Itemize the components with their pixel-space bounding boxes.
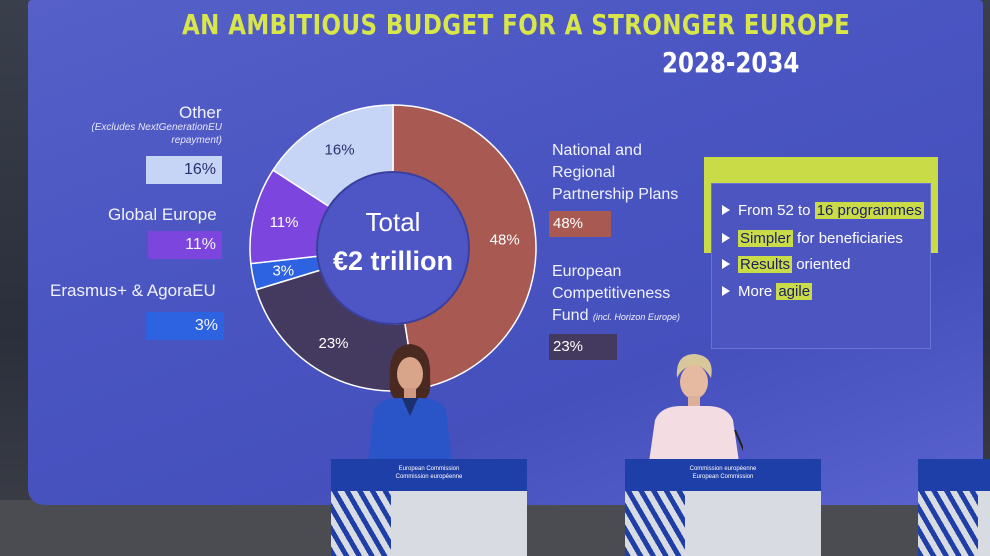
bullet-programmes-text: From 52 to (738, 202, 815, 219)
speaker-right (649, 354, 743, 462)
podium-left-line1: European Commission (398, 466, 460, 472)
budget-donut-chart: 48% 23% 3% 11% 16% Total €2 trillion (249, 104, 537, 392)
legend-erasmus-value: 3% (146, 312, 224, 340)
podium-middle-line2: European Commission (692, 474, 754, 480)
podium-left-stripes (331, 491, 391, 556)
podium-middle-line1: Commission européenne (689, 466, 757, 472)
podium-right (918, 459, 990, 556)
podium-right-sign (918, 459, 990, 491)
slide-years: 2028-2034 (662, 46, 800, 79)
podium-left-sign: European Commission Commission européenn… (331, 459, 527, 491)
legend-ecf-line1: European (552, 263, 622, 280)
legend-other-note: (Excludes NextGenerationEU repayment) (91, 122, 222, 146)
donut-slice-label-0: 48% (490, 231, 520, 248)
donut-slice-label-2: 3% (272, 262, 294, 279)
bullet-programmes: From 52 to 16 programmes (722, 202, 924, 219)
podium-left-line2: Commission européenne (395, 474, 463, 480)
legend-npp-value: 48% (549, 211, 611, 237)
bullet-agile-highlight: agile (776, 283, 813, 300)
legend-global-europe-value: 11% (148, 231, 222, 259)
triangle-bullet-icon (722, 286, 730, 296)
donut-slice-label-3: 11% (270, 214, 299, 231)
legend-other-value: 16% (146, 156, 222, 184)
bullet-agile-text: More (738, 283, 777, 300)
bullet-simpler-text: for beneficiaries (792, 230, 903, 247)
bullet-simpler: Simpler for beneficiaries (722, 230, 903, 247)
podium-middle-sign: Commission européenne European Commissio… (625, 459, 821, 491)
legend-ecf-value: 23% (549, 334, 617, 360)
triangle-bullet-icon (722, 205, 730, 215)
triangle-bullet-icon (722, 259, 730, 269)
bullet-simpler-highlight: Simpler (738, 230, 793, 247)
legend-other-label: Other (179, 103, 222, 122)
podium-right-stripes (918, 491, 978, 556)
slide-title: AN AMBITIOUS BUDGET FOR A STRONGER EUROP… (182, 8, 851, 41)
legend-ecf-note: (incl. Horizon Europe) (592, 312, 680, 322)
bullet-programmes-highlight: 16 programmes (814, 202, 924, 219)
donut-total-label: Total (366, 207, 421, 237)
donut-center (316, 171, 470, 325)
podium-middle-stripes (625, 491, 685, 556)
donut-slice-label-1: 23% (319, 335, 349, 352)
bullet-agile: More agile (722, 283, 813, 300)
bullet-results-highlight: Results (738, 256, 793, 273)
podium-middle: Commission européenne European Commissio… (625, 459, 821, 556)
triangle-bullet-icon (722, 233, 730, 243)
legend-erasmus-label: Erasmus+ & AgoraEU (50, 281, 216, 300)
legend-global-europe-label: Global Europe (108, 205, 217, 224)
donut-slice-label-4: 16% (325, 142, 355, 159)
donut-total-value: €2 trillion (333, 246, 453, 276)
legend-npp-label: National and Regional Partnership Plans (552, 140, 678, 206)
podium-left: European Commission Commission européenn… (331, 459, 527, 556)
bullet-results-text: oriented (792, 256, 851, 273)
speaker-left (368, 344, 452, 463)
legend-ecf-label: European Competitiveness Fund (incl. Hor… (552, 261, 680, 328)
legend-ecf-line2: Competitiveness (552, 285, 671, 302)
legend-ecf-line3: Fund (552, 307, 589, 324)
legend-npp-line2: Regional (552, 164, 616, 181)
legend-npp-line3: Partnership Plans (552, 186, 679, 203)
bullet-results: Results oriented (722, 256, 850, 273)
legend-npp-line1: National and (552, 142, 642, 159)
highlights-panel: From 52 to 16 programmes Simpler for ben… (712, 184, 930, 348)
